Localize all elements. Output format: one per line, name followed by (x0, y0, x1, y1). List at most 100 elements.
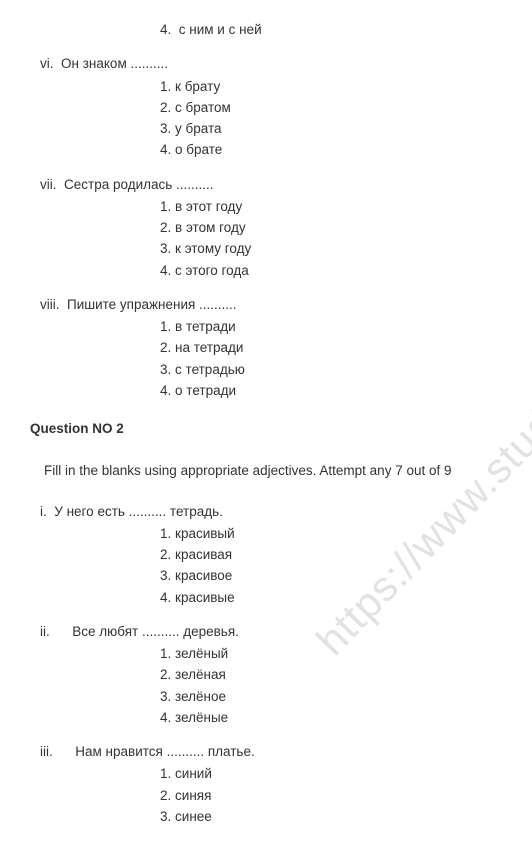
option: 2. синяя (160, 786, 502, 806)
question-prompt: vii. Сестра родилась .......... (40, 175, 502, 195)
option: 2. зелёная (160, 665, 502, 685)
option: 1. красивый (160, 524, 502, 544)
option: 1. синий (160, 764, 502, 784)
option-text: синяя (175, 788, 211, 803)
option: 1. зелёный (160, 644, 502, 664)
option: 3. красивое (160, 566, 502, 586)
option: 2. в этом году (160, 218, 502, 238)
option-number: 2. (160, 220, 171, 235)
option-text: зелёная (175, 667, 226, 682)
option: 3. к этому году (160, 239, 502, 259)
question-text: Он знаком .......... (61, 56, 168, 71)
option: 1. к брату (160, 77, 502, 97)
option-number: 4. (160, 383, 171, 398)
option-number: 1. (160, 79, 171, 94)
question-roman: i. (40, 504, 47, 519)
question-roman: iii. (40, 744, 53, 759)
option-number: 3. (160, 121, 171, 136)
option-number: 3. (160, 241, 171, 256)
option-text: в этом году (175, 220, 246, 235)
option-text: зелёные (175, 710, 228, 725)
option: 3. зелёное (160, 687, 502, 707)
option: 1. в тетради (160, 317, 502, 337)
option-text: с тетрадью (175, 362, 245, 377)
option-text: о тетради (175, 383, 236, 398)
question-prompt: vi. Он знаком .......... (40, 54, 502, 74)
option-number: 4. (160, 263, 171, 278)
section-title: Question NO 2 (30, 419, 502, 439)
option-number: 4. (160, 710, 171, 725)
options-list: 1. в этот году2. в этом году3. к этому г… (160, 197, 502, 281)
option-text: красивые (175, 590, 235, 605)
option-text: к этому году (175, 241, 251, 256)
question-roman: vi. (40, 56, 54, 71)
option: 4. с этого года (160, 261, 502, 281)
option-text: с ним и с ней (179, 22, 262, 37)
option: 3. у брата (160, 119, 502, 139)
question-prompt: ii. Все любят .......... деревья. (40, 622, 502, 642)
option-text: зелёный (175, 646, 228, 661)
option: 4. о тетради (160, 381, 502, 401)
question-roman: viii. (40, 297, 60, 312)
option-text: с этого года (175, 263, 249, 278)
option: 3. синее (160, 807, 502, 827)
question: vii. Сестра родилась .......... 1. в этот… (30, 175, 502, 281)
option-number: 1. (160, 646, 171, 661)
question-roman: ii. (40, 624, 50, 639)
option-text: на тетради (175, 340, 243, 355)
option-number: 2. (160, 547, 171, 562)
option: 3. с тетрадью (160, 360, 502, 380)
options-list: 1. к брату2. с братом3. у брата4. о брат… (160, 77, 502, 161)
option-number: 1. (160, 526, 171, 541)
question-text: Сестра родилась .......... (64, 177, 214, 192)
question-roman: vii. (40, 177, 57, 192)
option: 2. на тетради (160, 338, 502, 358)
question-prompt: iii. Нам нравится .......... платье. (40, 742, 502, 762)
option-number: 1. (160, 319, 171, 334)
option-text: синий (175, 766, 212, 781)
question: i. У него есть .......... тетрадь.1. кра… (30, 502, 502, 608)
option-text: красивый (175, 526, 235, 541)
option: 4. о брате (160, 140, 502, 160)
option-number: 3. (160, 568, 171, 583)
option-number: 1. (160, 766, 171, 781)
option-text: с братом (175, 100, 231, 115)
question-prompt: viii. Пишите упражнения .......... (40, 295, 502, 315)
option-number: 2. (160, 340, 171, 355)
option-number: 2. (160, 100, 171, 115)
options-list: 1. в тетради2. на тетради3. с тетрадью4.… (160, 317, 502, 401)
question-text: Пишите упражнения .......... (67, 297, 237, 312)
option-number: 3. (160, 362, 171, 377)
section-instruction: Fill in the blanks using appropriate adj… (44, 461, 502, 481)
option-text: о брате (175, 142, 222, 157)
question: iii. Нам нравится .......... платье.1. с… (30, 742, 502, 827)
option-text: в этот году (175, 199, 242, 214)
option-number: 2. (160, 788, 171, 803)
options-list: 1. зелёный2. зелёная3. зелёное4. зелёные (160, 644, 502, 728)
options-list: 1. красивый2. красивая3. красивое4. крас… (160, 524, 502, 608)
option-text: к брату (175, 79, 220, 94)
question: vi. Он знаком .......... 1. к брату 2. с б… (30, 54, 502, 160)
option-text: красивая (175, 547, 232, 562)
option: 4. зелёные (160, 708, 502, 728)
option-number: 4. (160, 142, 171, 157)
question-text: Нам нравится .......... платье. (75, 744, 254, 759)
option-text: в тетради (175, 319, 236, 334)
option-text: у брата (175, 121, 222, 136)
question-text: Все любят .......... деревья. (72, 624, 239, 639)
option: 2. красивая (160, 545, 502, 565)
document-content: 4. с ним и с ней vi. Он знаком .........… (30, 20, 502, 827)
question-prompt: i. У него есть .......... тетрадь. (40, 502, 502, 522)
option-number: 4. (160, 590, 171, 605)
option-text: синее (175, 809, 212, 824)
option-number: 3. (160, 689, 171, 704)
option-number: 1. (160, 199, 171, 214)
question: ii. Все любят .......... деревья.1. зелё… (30, 622, 502, 728)
option-text: красивое (175, 568, 232, 583)
option-number: 3. (160, 809, 171, 824)
orphan-option: 4. с ним и с ней (160, 20, 502, 40)
option-number: 4. (160, 22, 171, 37)
option-text: зелёное (175, 689, 226, 704)
option-number: 2. (160, 667, 171, 682)
question: viii. Пишите упражнения ..........1. в т… (30, 295, 502, 401)
